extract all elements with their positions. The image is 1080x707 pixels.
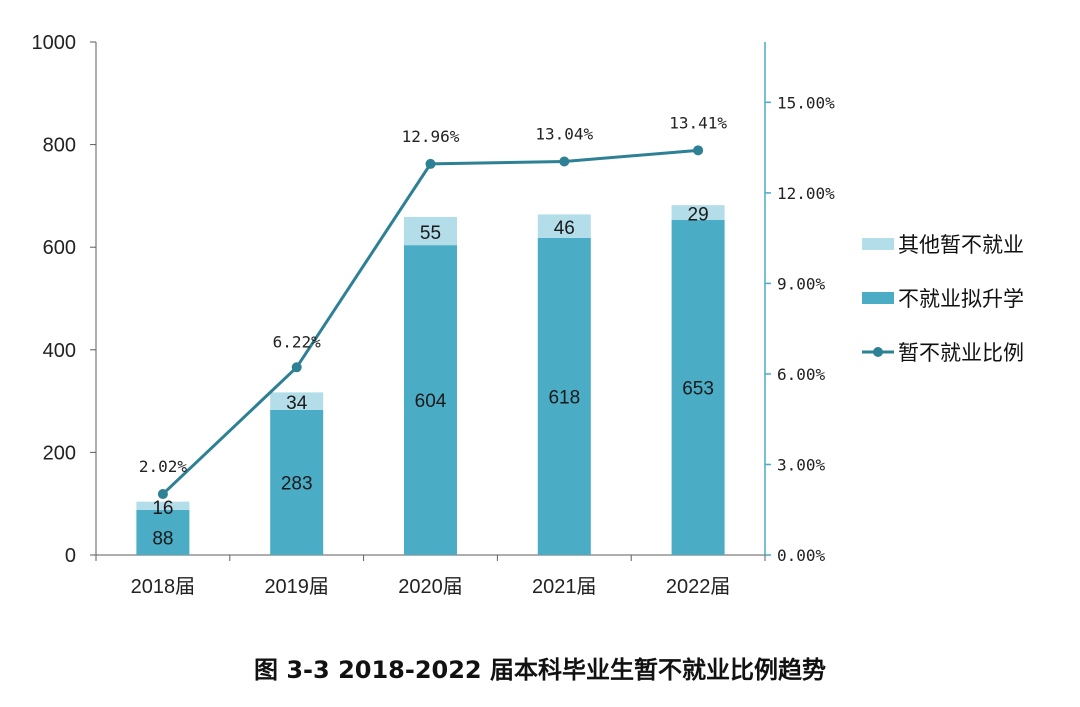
left-tick-label: 600 [43, 237, 76, 259]
x-tick-label: 2021届 [532, 576, 597, 598]
right-tick-label: 9.00% [777, 274, 826, 293]
x-tick-label: 2022届 [666, 576, 731, 598]
left-tick-label: 400 [43, 340, 76, 362]
right-tick-label: 12.00% [777, 184, 835, 203]
bar-upper-label: 29 [688, 205, 709, 226]
bar-lower-segment [537, 237, 591, 555]
ratio-label: 12.96% [402, 127, 460, 146]
legend-swatch [862, 292, 894, 304]
bar-upper-segment [404, 216, 457, 246]
bar-lower-segment [671, 220, 725, 556]
right-tick-label: 3.00% [777, 455, 826, 474]
ratio-point [559, 156, 570, 167]
right-tick-label: 15.00% [777, 93, 835, 112]
bar-upper-segment [136, 501, 190, 510]
x-tick-label: 2018届 [131, 576, 196, 598]
legend-label: 暂不就业比例 [898, 341, 1024, 365]
left-tick-label: 200 [43, 442, 76, 464]
bar-upper-label: 16 [152, 498, 173, 519]
right-tick-label: 6.00% [777, 365, 826, 384]
legend-label: 其他暂不就业 [898, 233, 1024, 257]
chart: 0 200 400 600 800 1000 0.00% 3.00% 6.00% 9.00% 12.… [32, 32, 1025, 598]
bar-lower-segment [270, 409, 324, 555]
ratio-point [157, 489, 168, 500]
legend-line-marker [873, 347, 883, 357]
left-tick-label: 1000 [32, 32, 77, 54]
bar-lower-label: 283 [281, 473, 313, 494]
legend-label: 不就业拟升学 [898, 287, 1024, 311]
bar-upper-segment [270, 392, 324, 410]
ratio-label: 2.02% [139, 457, 188, 476]
bar-upper-label: 34 [286, 393, 308, 414]
bar-upper-segment [671, 205, 725, 221]
bar-lower-label: 653 [682, 379, 714, 400]
bar-lower-label: 618 [548, 387, 580, 408]
x-tick-label: 2020届 [398, 576, 463, 598]
bar-lower-segment [404, 245, 457, 555]
bar-lower-label: 604 [415, 391, 447, 412]
ratio-point [291, 362, 302, 373]
ratio-point [693, 145, 704, 156]
x-tick-label: 2019届 [264, 576, 329, 598]
bar-lower-segment [136, 509, 190, 555]
right-tick-label: 0.00% [777, 546, 826, 565]
legend-swatch [862, 238, 894, 250]
left-tick-label: 800 [43, 135, 76, 157]
ratio-label: 13.41% [669, 113, 727, 132]
bar-upper-label: 55 [420, 223, 441, 244]
ratio-point [425, 158, 436, 169]
bar-lower-label: 88 [152, 528, 173, 549]
left-tick-label: 0 [65, 545, 76, 567]
ratio-label: 6.22% [273, 332, 322, 351]
ratio-label: 13.04% [535, 124, 593, 143]
figure-caption: 图 3-3 2018-2022 届本科毕业生暂不就业比例趋势 [254, 656, 826, 684]
bar-upper-label: 46 [554, 218, 575, 239]
bar-upper-segment [537, 214, 591, 238]
